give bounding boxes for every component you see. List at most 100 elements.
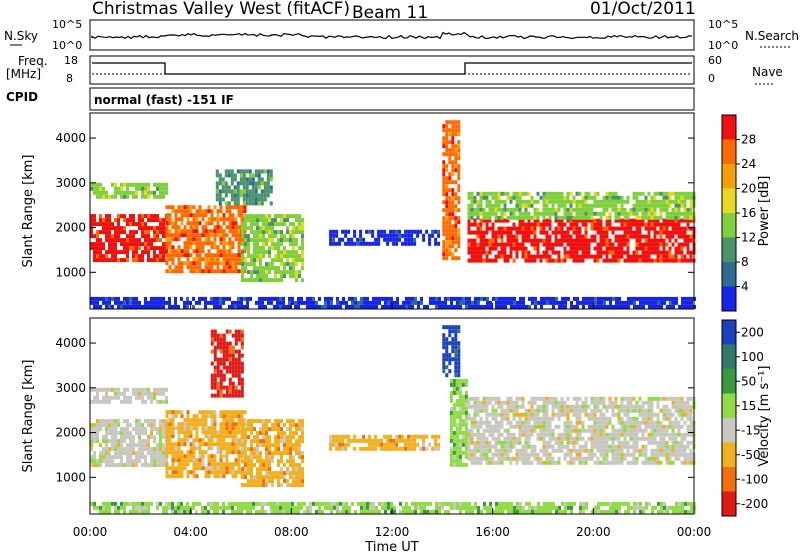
power-cell <box>566 218 570 223</box>
power-cell <box>665 254 669 259</box>
power-cell <box>192 225 196 230</box>
velocity-cell <box>183 418 187 423</box>
power-cell <box>620 222 624 227</box>
power-cell <box>141 250 144 255</box>
velocity-cell <box>237 377 241 382</box>
velocity-cell <box>461 462 465 467</box>
power-cell <box>132 246 135 251</box>
power-cell <box>156 230 159 235</box>
power-cell <box>153 194 156 199</box>
velocity-cell <box>171 410 175 415</box>
velocity-cell <box>237 418 241 423</box>
velocity-cell <box>150 395 153 400</box>
velocity-cell <box>560 408 564 413</box>
power-cell <box>533 246 537 251</box>
power-cell <box>219 296 222 301</box>
power-cell <box>280 222 283 227</box>
power-cell <box>644 250 648 255</box>
power-cell <box>454 124 458 129</box>
power-cell <box>656 222 660 227</box>
power-cell <box>132 238 135 243</box>
velocity-cell <box>551 456 555 461</box>
velocity-cell <box>467 440 471 445</box>
power-cell <box>357 300 360 305</box>
velocity-cell <box>575 432 579 437</box>
power-cell <box>300 300 303 305</box>
power-cell <box>457 236 461 241</box>
velocity-cell <box>545 396 549 401</box>
velocity-cell <box>494 428 498 433</box>
power-data-marks <box>90 120 696 309</box>
power-cell <box>489 304 492 309</box>
velocity-cell <box>171 458 175 463</box>
power-cell <box>257 173 261 178</box>
velocity-cell <box>168 422 172 427</box>
velocity-cell <box>171 414 175 419</box>
power-cell <box>671 254 675 259</box>
velocity-cell <box>228 385 232 390</box>
power-cell <box>135 304 138 309</box>
power-cell <box>96 238 99 243</box>
power-cell <box>165 217 169 222</box>
velocity-cell <box>344 446 348 451</box>
velocity-cell <box>548 400 552 405</box>
power-cell <box>602 207 606 212</box>
power-cell <box>298 218 301 223</box>
power-cell <box>554 230 558 235</box>
velocity-cell <box>222 418 226 423</box>
power-cell <box>108 226 111 231</box>
power-cell <box>234 253 238 258</box>
power-cell <box>219 225 223 230</box>
velocity-cell <box>204 434 208 439</box>
power-cell <box>671 230 675 235</box>
power-cell <box>587 195 591 200</box>
power-cell <box>665 191 669 196</box>
power-cell <box>638 246 642 251</box>
velocity-cell <box>494 416 498 421</box>
velocity-cell <box>268 419 271 424</box>
power-cell <box>292 270 295 275</box>
power-cell <box>445 124 449 129</box>
power-cell <box>432 296 435 301</box>
velocity-cell <box>204 450 208 455</box>
power-cell <box>594 300 597 305</box>
velocity-cell <box>129 399 132 404</box>
power-cell <box>485 254 489 259</box>
velocity-cell <box>455 386 459 391</box>
power-cell <box>509 254 513 259</box>
velocity-cell <box>274 447 277 452</box>
power-cell <box>659 226 663 231</box>
power-cell <box>668 222 672 227</box>
power-cell <box>201 249 205 254</box>
power-cell <box>156 258 159 263</box>
velocity-cell <box>368 446 372 451</box>
velocity-cell <box>174 446 178 451</box>
power-cell <box>608 195 612 200</box>
power-cell <box>614 238 618 243</box>
power-cell <box>159 238 162 243</box>
power-cell <box>359 237 363 242</box>
power-cell <box>111 182 114 187</box>
power-cell <box>486 296 489 301</box>
power-cell <box>174 213 178 218</box>
velocity-cell <box>234 450 238 455</box>
power-cell <box>563 258 567 263</box>
velocity-cell <box>262 475 265 480</box>
velocity-cell <box>448 341 452 346</box>
velocity-cell <box>584 456 588 461</box>
power-cell <box>557 238 561 243</box>
velocity-cell <box>454 341 458 346</box>
velocity-cell <box>222 470 226 475</box>
power-cell <box>617 215 621 220</box>
velocity-cell <box>590 436 594 441</box>
velocity-cell <box>277 419 280 424</box>
velocity-cell <box>102 439 105 444</box>
velocity-cell <box>452 430 456 435</box>
velocity-cell <box>138 443 141 448</box>
power-cell <box>473 254 477 259</box>
power-cell <box>318 296 321 301</box>
power-cell <box>456 304 459 309</box>
velocity-cell <box>117 419 120 424</box>
power-cell <box>245 185 249 190</box>
velocity-cell <box>153 423 156 428</box>
